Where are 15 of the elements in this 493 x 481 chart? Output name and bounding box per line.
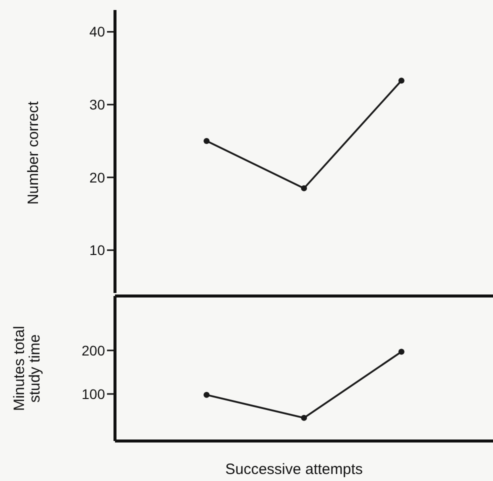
y-tick-label: 30 <box>89 96 106 113</box>
point <box>301 185 307 192</box>
point <box>398 78 404 84</box>
point <box>204 138 210 144</box>
y-axis-title: Number correct <box>25 100 42 205</box>
point <box>301 414 307 421</box>
x-axis-title: Successive attempts <box>225 461 363 478</box>
point <box>204 392 210 398</box>
y-tick-label: 200 <box>82 342 106 358</box>
y-tick-label: 20 <box>89 169 106 186</box>
y-axis-title: Minutes total study time <box>11 326 44 412</box>
point <box>398 348 404 355</box>
y-tick-label: 40 <box>89 24 106 40</box>
y-tick-label: 10 <box>89 242 106 258</box>
y-tick-label: 100 <box>82 386 106 402</box>
